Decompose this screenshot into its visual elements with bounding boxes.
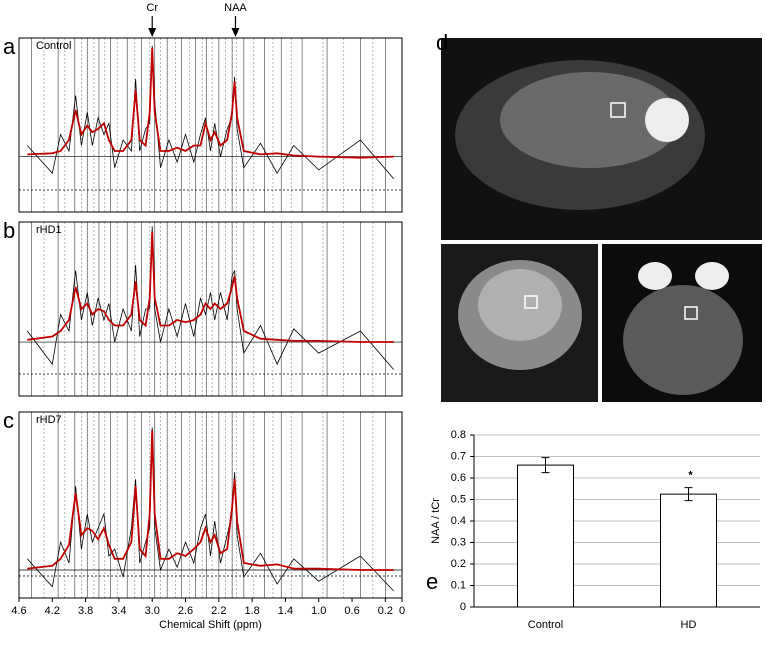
x-tick-label: 1.0 (311, 605, 326, 617)
x-tick-label: 2.2 (211, 605, 226, 617)
x-tick-label: 3.8 (78, 605, 93, 617)
mri-panel: d (436, 30, 762, 402)
y-tick-label: 0.3 (451, 536, 466, 548)
y-tick-label: 0.6 (451, 472, 466, 484)
y-tick-label: 0.2 (451, 558, 466, 570)
panel-label: a (3, 34, 16, 59)
spectrum-line (26, 226, 395, 370)
fit-line (27, 430, 394, 571)
x-tick-label: HD (681, 619, 697, 631)
spectrum-label: Control (36, 40, 71, 52)
eye (695, 262, 729, 290)
fit-line (27, 47, 394, 159)
eye (645, 98, 689, 142)
bar (660, 493, 717, 608)
arrow-head (231, 28, 240, 37)
y-tick-label: 0 (460, 601, 466, 613)
spectrum-label: rHD7 (36, 414, 62, 426)
plot-frame (18, 37, 403, 213)
error-bar (541, 457, 550, 474)
cortex (500, 72, 680, 168)
x-tick-label: 1.8 (244, 605, 259, 617)
plot-frame (18, 221, 403, 397)
y-tick-label: 0.5 (451, 493, 466, 505)
y-tick-label: 0.1 (451, 579, 466, 591)
x-tick-label: 1.4 (278, 605, 293, 617)
x-tick-label: 4.6 (11, 605, 26, 617)
spectrum-line (27, 427, 394, 592)
brain (623, 285, 743, 395)
spectrum-line (27, 45, 395, 180)
plot-frame (18, 411, 403, 599)
x-tick-label: 3.4 (111, 605, 126, 617)
voxel (524, 295, 538, 309)
x-tick-label: 3.0 (145, 605, 160, 617)
spectrum-label: rHD1 (36, 224, 62, 236)
error-bar (684, 487, 693, 502)
y-axis-label: NAA / tCr (430, 498, 442, 544)
peak-annotation: NAA (224, 2, 247, 14)
fit-line (27, 231, 394, 343)
panel-label: d (436, 30, 448, 55)
eye (638, 262, 672, 290)
x-tick-label: 4.2 (45, 605, 60, 617)
cortex (478, 269, 562, 341)
voxel (684, 306, 698, 320)
x-tick-label: 2.6 (178, 605, 193, 617)
panel-label: e (426, 569, 438, 594)
arrow-head (148, 28, 157, 37)
x-tick-label: 0 (399, 605, 405, 617)
significance-mark: * (688, 470, 693, 482)
y-tick-label: 0.8 (451, 429, 466, 441)
x-axis-label: Chemical Shift (ppm) (159, 619, 262, 631)
voxel (610, 102, 626, 118)
x-tick-label: Control (528, 619, 563, 631)
bar (517, 464, 574, 608)
panel-label: b (3, 218, 15, 243)
y-tick-label: 0.4 (451, 515, 466, 527)
y-tick-label: 0.7 (451, 450, 466, 462)
x-tick-label: 0.6 (344, 605, 359, 617)
x-tick-label: 0.2 (378, 605, 393, 617)
panel-label: c (3, 408, 14, 433)
peak-annotation: Cr (146, 2, 158, 14)
